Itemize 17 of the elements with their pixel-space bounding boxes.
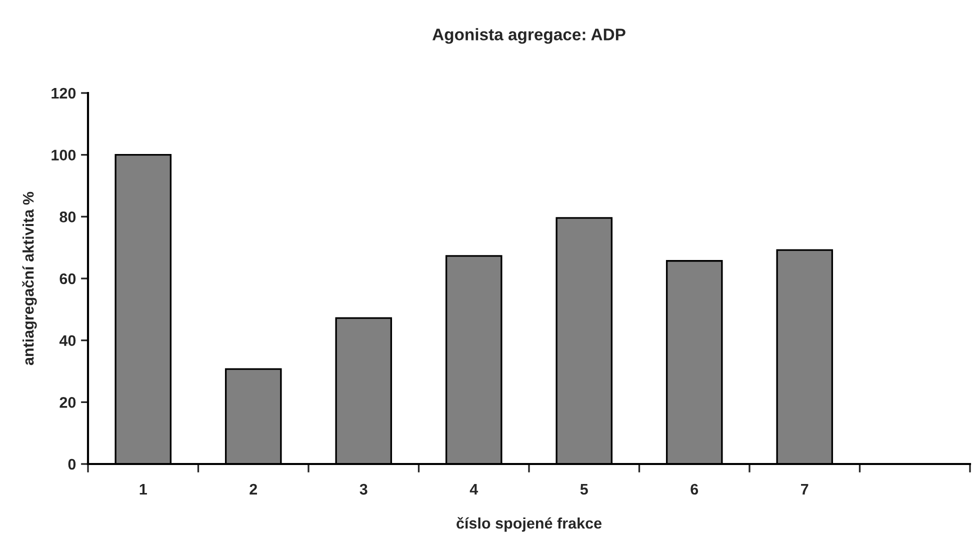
x-axis-title: číslo spojené frakce bbox=[456, 517, 602, 532]
x-tick-label: 5 bbox=[580, 484, 588, 495]
y-tick-label: 100 bbox=[52, 150, 76, 161]
y-tick-label: 120 bbox=[52, 88, 76, 99]
y-tick-label: 60 bbox=[60, 273, 76, 284]
chart-title: Agonista agregace: ADP bbox=[432, 28, 626, 44]
y-tick-label: 40 bbox=[59, 335, 76, 346]
x-tick-label: 7 bbox=[801, 484, 808, 495]
y-tick-label: 80 bbox=[60, 212, 76, 222]
x-tick-label: 1 bbox=[140, 484, 147, 495]
y-tick-label: 20 bbox=[60, 397, 76, 408]
y-axis-title: antiagregační aktivita % bbox=[22, 192, 37, 366]
x-tick-label: 2 bbox=[250, 484, 258, 495]
x-tick-label: 4 bbox=[470, 484, 478, 495]
x-tick-label: 3 bbox=[360, 484, 368, 495]
x-tick-label: 6 bbox=[690, 484, 698, 495]
y-tick-label: 0 bbox=[68, 458, 76, 470]
